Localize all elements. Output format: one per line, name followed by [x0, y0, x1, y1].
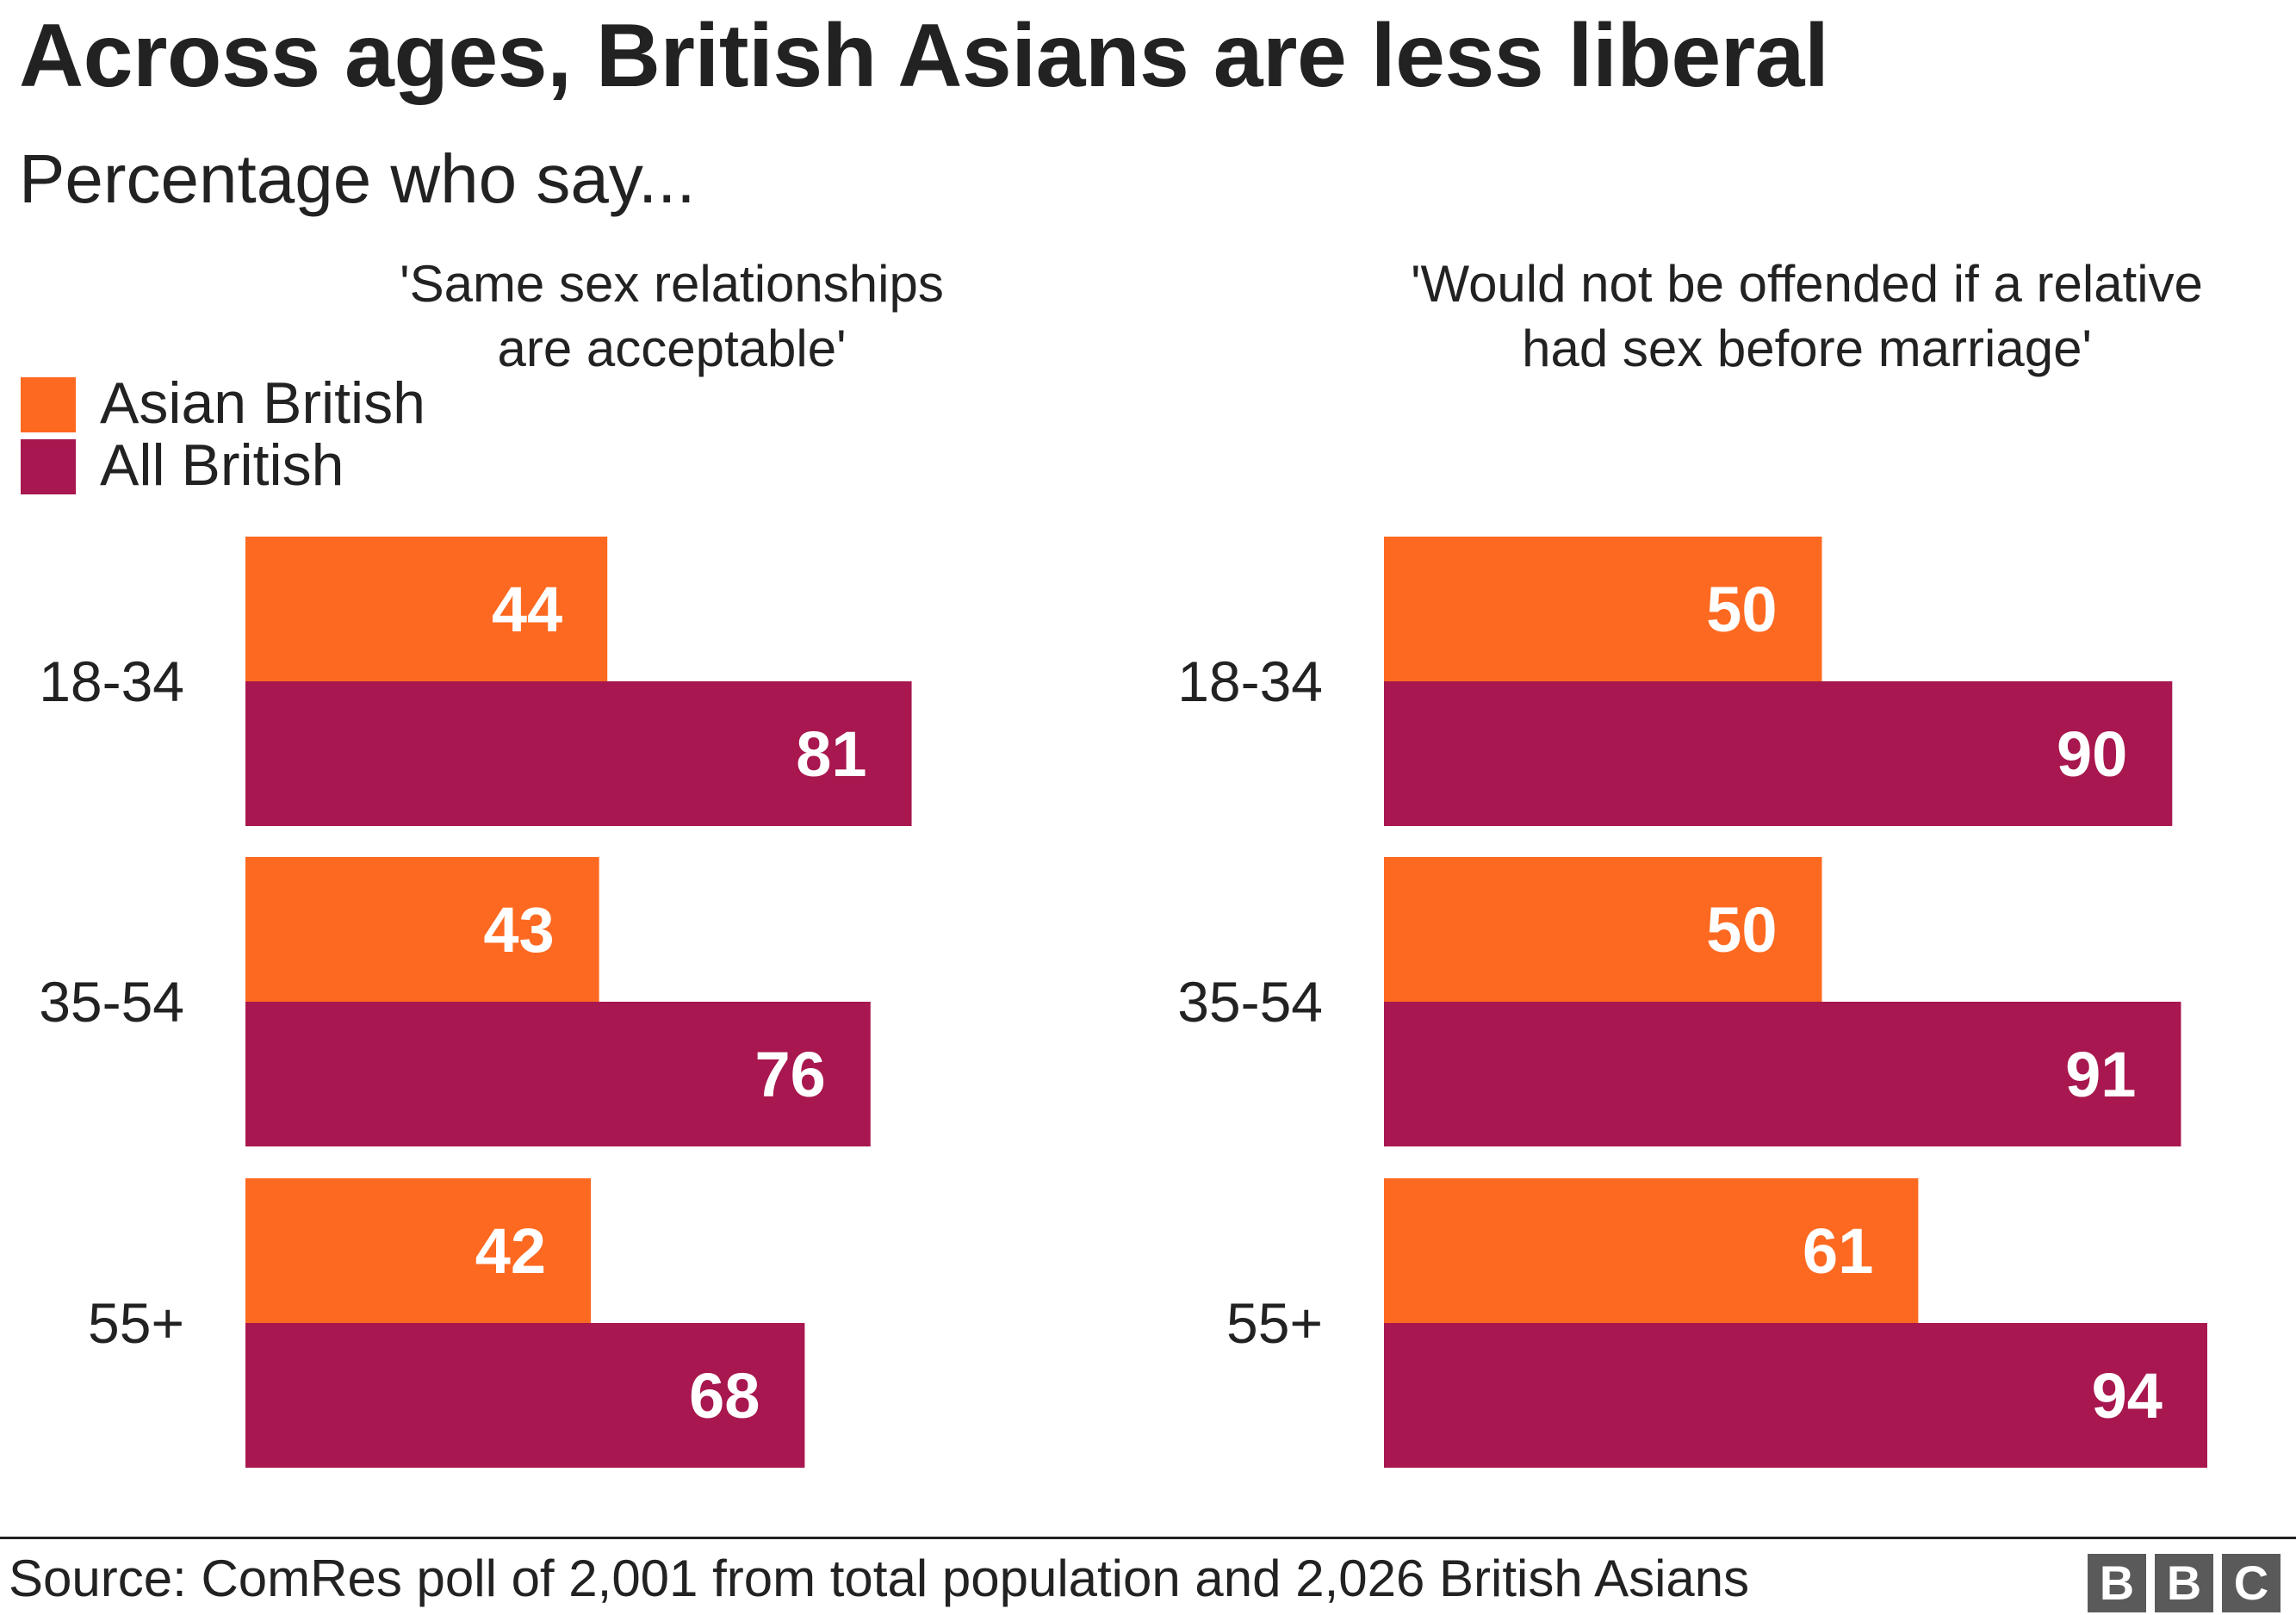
bbc-logo-block: B — [2088, 1554, 2146, 1612]
category-label: 35-54 — [1177, 970, 1323, 1034]
panel-title: are acceptable' — [497, 320, 846, 377]
legend-label-all-british: All British — [100, 432, 344, 498]
data-label: 76 — [754, 1039, 825, 1110]
bar — [245, 1178, 592, 1323]
data-label: 94 — [2092, 1360, 2163, 1432]
bar — [245, 1323, 805, 1468]
legend-swatch-asian-british — [21, 377, 76, 432]
bar — [1384, 1178, 1919, 1323]
data-label: 91 — [2065, 1039, 2136, 1110]
data-label: 50 — [1706, 574, 1777, 645]
category-label: 35-54 — [39, 970, 184, 1034]
bar — [1384, 857, 1822, 1002]
bar — [245, 681, 912, 826]
bar — [1384, 537, 1822, 681]
bar — [245, 537, 608, 681]
data-label: 61 — [1803, 1215, 1873, 1287]
bar — [1384, 1323, 2207, 1468]
bar — [245, 857, 599, 1002]
data-label: 44 — [492, 574, 562, 645]
data-label: 50 — [1706, 894, 1777, 966]
bar — [1384, 681, 2173, 826]
chart-subtitle: Percentage who say... — [19, 140, 696, 217]
category-label: 18-34 — [39, 649, 184, 713]
bbc-logo: B B C — [2088, 1554, 2280, 1612]
bar-charts: 'Same sex relationships are acceptable' 18… — [39, 255, 2207, 1468]
panel-title: 'Would not be offended if a relative — [1411, 255, 2203, 313]
category-label: 55+ — [88, 1291, 184, 1355]
bbc-logo-block: B — [2155, 1554, 2213, 1612]
footer-divider — [0, 1537, 2296, 1539]
bar — [1384, 1002, 2181, 1146]
data-label: 68 — [689, 1360, 760, 1432]
chart-title: Across ages, British Asians are less lib… — [19, 6, 1829, 106]
data-label: 90 — [2057, 718, 2127, 790]
category-label: 18-34 — [1177, 649, 1323, 713]
data-label: 81 — [796, 718, 866, 790]
category-label: 55+ — [1226, 1291, 1323, 1355]
legend-label-asian-british: Asian British — [100, 370, 425, 436]
bbc-logo-block: C — [2222, 1554, 2280, 1612]
bar — [245, 1002, 871, 1146]
data-label: 42 — [475, 1215, 546, 1287]
panel-title: had sex before marriage' — [1522, 320, 2092, 377]
panel-title: 'Same sex relationships — [400, 255, 944, 313]
legend-swatch-all-british — [21, 439, 76, 494]
data-label: 43 — [483, 894, 554, 966]
source-note: Source: ComRes poll of 2,001 from total … — [9, 1550, 1750, 1607]
